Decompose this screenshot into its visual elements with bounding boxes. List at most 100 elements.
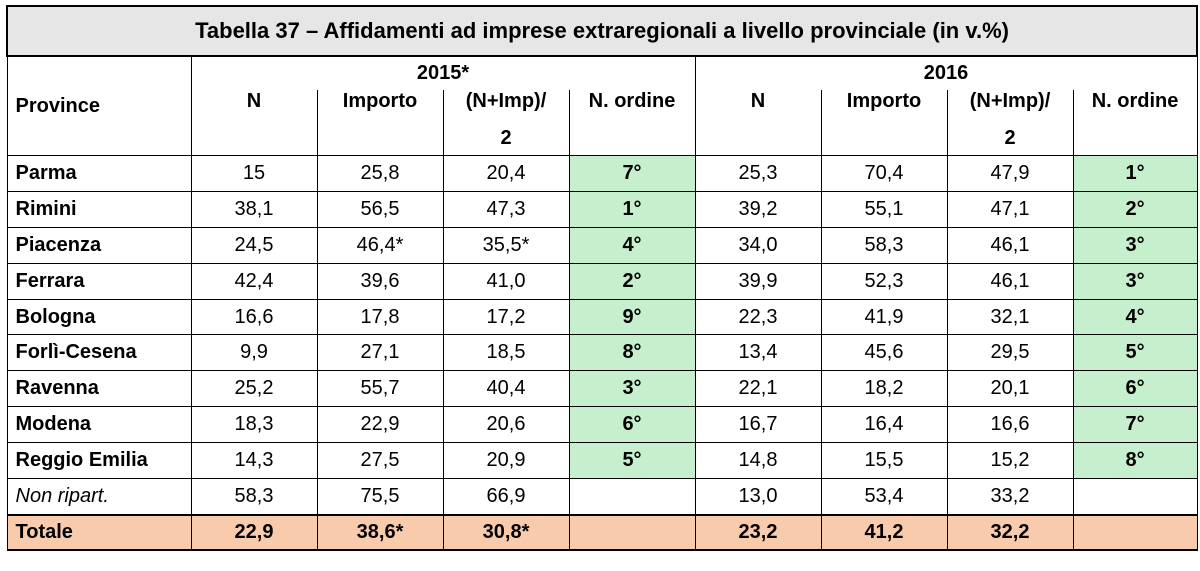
total-importo-2015: 38,6*: [316, 513, 444, 551]
cell-n-2016: 39,9: [694, 262, 822, 300]
col-importo-2016: Importo: [820, 90, 948, 122]
cell-n-2016: 22,1: [694, 370, 822, 408]
cell-importo-2015: 25,8: [316, 155, 444, 192]
cell-ordine-2015: [568, 478, 696, 516]
cell-importo-2015: 22,9: [316, 406, 444, 444]
cell-n-2015: 58,3: [190, 478, 318, 516]
cell-avg-2016: 16,6: [946, 406, 1074, 444]
cell-avg-2015: 18,5: [442, 334, 570, 372]
cell-avg-2015: 47,3: [442, 190, 570, 228]
table-container: Tabella 37 – Affidamenti ad imprese extr…: [5, 5, 1199, 551]
cell-importo-2016: 45,6: [820, 334, 948, 372]
cell-n-2016: 25,3: [694, 155, 822, 192]
cell-ordine-2015: 7°: [568, 155, 696, 192]
col-avg-2015: (N+Imp)/: [442, 90, 570, 122]
cell-avg-2016: 20,1: [946, 370, 1074, 408]
col-importo-2015: Importo: [316, 90, 444, 122]
cell-ordine-2016: 5°: [1072, 334, 1198, 372]
cell-importo-2016: 52,3: [820, 262, 948, 300]
cell-avg-2016: 47,9: [946, 155, 1074, 192]
table-row: Ferrara 42,4 39,6 41,0 2° 39,9 52,3 46,1 3°: [6, 262, 1198, 300]
year-2015-header: 2015*: [190, 55, 696, 90]
cell-avg-2016: 32,1: [946, 298, 1074, 336]
cell-importo-2015: 27,5: [316, 442, 444, 480]
cell-importo-2015: 75,5: [316, 478, 444, 516]
cell-importo-2016: 58,3: [820, 226, 948, 264]
table-row: Modena 18,3 22,9 20,6 6° 16,7 16,4 16,6 7°: [6, 406, 1198, 444]
table-row: Non ripart. 58,3 75,5 66,9 13,0 53,4 33,2: [6, 478, 1198, 516]
total-avg-2015: 30,8*: [442, 513, 570, 551]
province-name: Modena: [6, 406, 192, 444]
cell-ordine-2015: 2°: [568, 262, 696, 300]
cell-avg-2015: 20,9: [442, 442, 570, 480]
province-name: Non ripart.: [6, 478, 192, 516]
cell-ordine-2016: 1°: [1072, 155, 1198, 192]
column-header-row-2: 2 2: [6, 122, 1198, 156]
province-name: Ferrara: [6, 262, 192, 300]
cell-importo-2016: 55,1: [820, 190, 948, 228]
total-ordine-2015: [568, 513, 696, 551]
table-row: Bologna 16,6 17,8 17,2 9° 22,3 41,9 32,1 4°: [6, 298, 1198, 336]
cell-avg-2016: 46,1: [946, 226, 1074, 264]
cell-importo-2016: 53,4: [820, 478, 948, 516]
cell-ordine-2016: 4°: [1072, 298, 1198, 336]
total-ordine-2016: [1072, 513, 1198, 551]
total-row: Totale 22,9 38,6* 30,8* 23,2 41,2 32,2: [6, 513, 1198, 551]
cell-avg-2015: 20,6: [442, 406, 570, 444]
province-header-top: [6, 55, 192, 90]
data-table: Tabella 37 – Affidamenti ad imprese extr…: [5, 5, 1199, 551]
table-row: Parma 15 25,8 20,4 7° 25,3 70,4 47,9 1°: [6, 155, 1198, 192]
cell-n-2016: 14,8: [694, 442, 822, 480]
cell-ordine-2015: 1°: [568, 190, 696, 228]
cell-importo-2015: 46,4*: [316, 226, 444, 264]
table-row: Ravenna 25,2 55,7 40,4 3° 22,1 18,2 20,1 6°: [6, 370, 1198, 408]
cell-importo-2015: 55,7: [316, 370, 444, 408]
province-name: Piacenza: [6, 226, 192, 264]
cell-n-2015: 9,9: [190, 334, 318, 372]
year-header-row: 2015* 2016: [6, 55, 1198, 90]
table-row: Reggio Emilia 14,3 27,5 20,9 5° 14,8 15,5 15,2 8…: [6, 442, 1198, 480]
cell-avg-2015: 20,4: [442, 155, 570, 192]
province-name: Forlì-Cesena: [6, 334, 192, 372]
cell-importo-2016: 41,9: [820, 298, 948, 336]
cell-n-2015: 16,6: [190, 298, 318, 336]
total-n-2015: 22,9: [190, 513, 318, 551]
col-avg-2016-bottom: 2: [946, 122, 1074, 156]
province-name: Rimini: [6, 190, 192, 228]
cell-avg-2015: 41,0: [442, 262, 570, 300]
cell-ordine-2016: 7°: [1072, 406, 1198, 444]
cell-ordine-2016: 2°: [1072, 190, 1198, 228]
cell-avg-2016: 29,5: [946, 334, 1074, 372]
col-avg-2015-bottom: 2: [442, 122, 570, 156]
cell-ordine-2015: 9°: [568, 298, 696, 336]
cell-ordine-2016: 8°: [1072, 442, 1198, 480]
cell-avg-2015: 35,5*: [442, 226, 570, 264]
cell-ordine-2016: 3°: [1072, 226, 1198, 264]
cell-n-2016: 34,0: [694, 226, 822, 264]
total-importo-2016: 41,2: [820, 513, 948, 551]
col-avg-2016: (N+Imp)/: [946, 90, 1074, 122]
cell-n-2016: 13,0: [694, 478, 822, 516]
cell-ordine-2016: 3°: [1072, 262, 1198, 300]
province-name: Ravenna: [6, 370, 192, 408]
province-name: Reggio Emilia: [6, 442, 192, 480]
cell-ordine-2015: 3°: [568, 370, 696, 408]
col-n-2016: N: [694, 90, 822, 122]
cell-ordine-2015: 4°: [568, 226, 696, 264]
cell-importo-2016: 15,5: [820, 442, 948, 480]
cell-n-2016: 39,2: [694, 190, 822, 228]
cell-importo-2015: 39,6: [316, 262, 444, 300]
col-ordine-2015: N. ordine: [568, 90, 696, 122]
cell-avg-2015: 17,2: [442, 298, 570, 336]
cell-importo-2015: 17,8: [316, 298, 444, 336]
total-n-2016: 23,2: [694, 513, 822, 551]
cell-avg-2016: 33,2: [946, 478, 1074, 516]
table-row: Piacenza 24,5 46,4* 35,5* 4° 34,0 58,3 46,1 3°: [6, 226, 1198, 264]
cell-n-2015: 25,2: [190, 370, 318, 408]
province-name: Parma: [6, 155, 192, 192]
cell-ordine-2015: 5°: [568, 442, 696, 480]
cell-n-2015: 38,1: [190, 190, 318, 228]
cell-avg-2016: 15,2: [946, 442, 1074, 480]
cell-ordine-2016: 6°: [1072, 370, 1198, 408]
cell-n-2015: 14,3: [190, 442, 318, 480]
